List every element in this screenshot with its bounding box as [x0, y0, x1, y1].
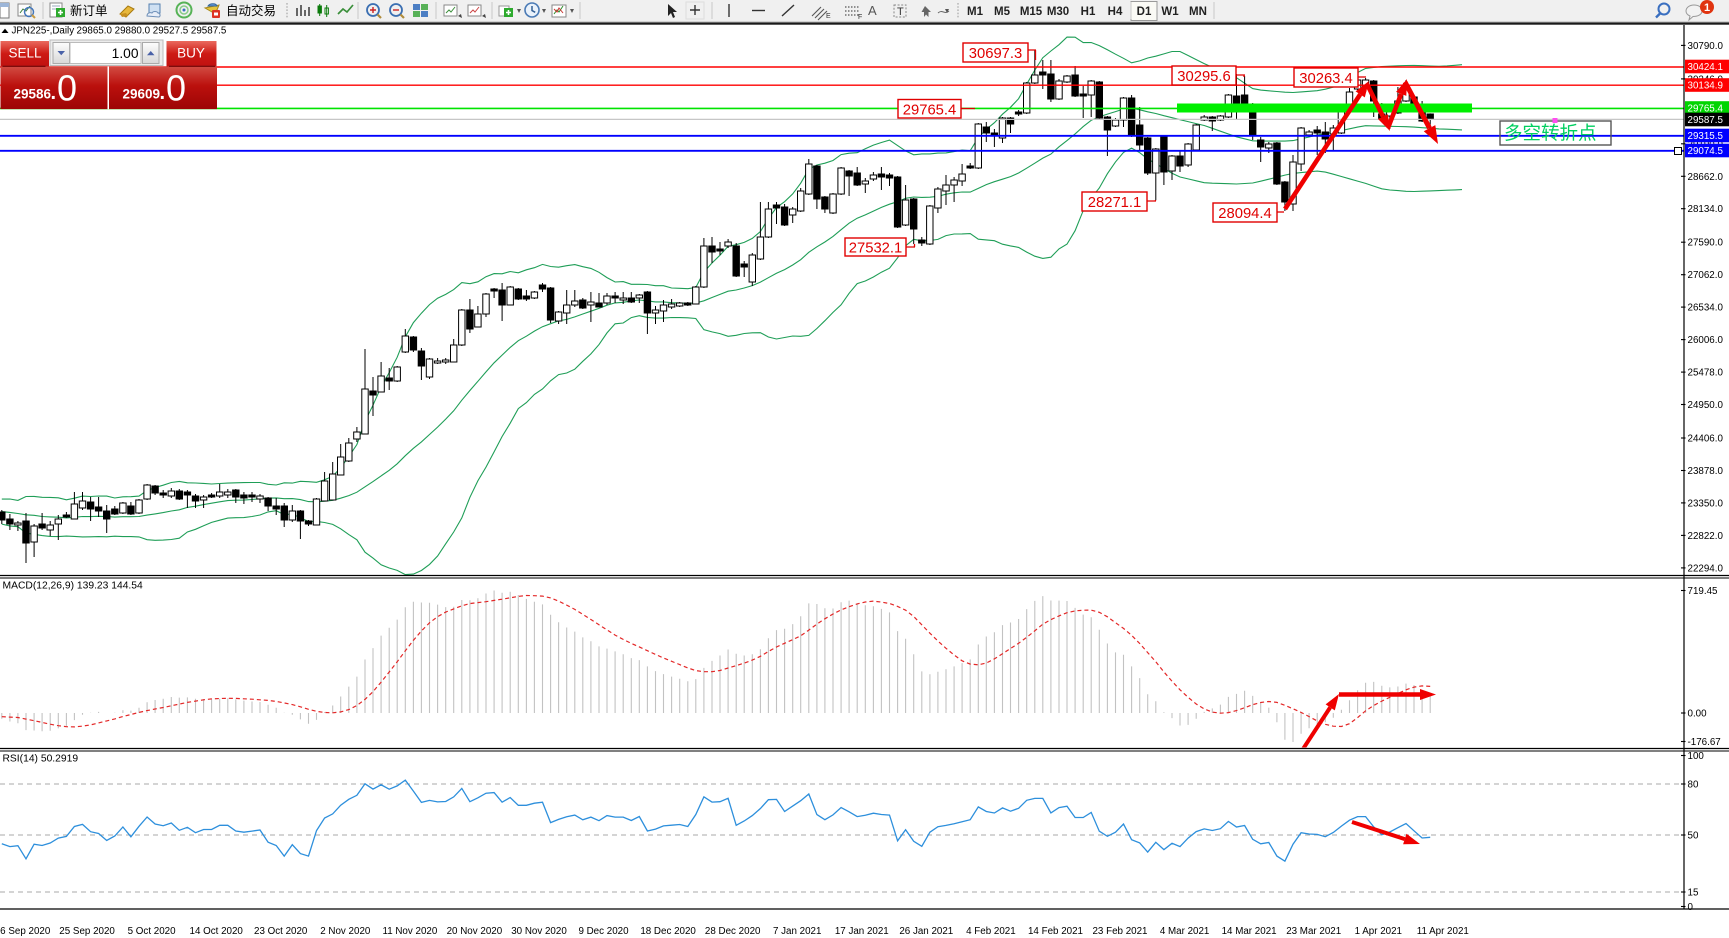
svg-text:0.00: 0.00 — [1688, 709, 1708, 720]
svg-text:25478.0: 25478.0 — [1688, 368, 1724, 379]
svg-text:29765.4: 29765.4 — [1688, 104, 1724, 115]
svg-text:25 Sep 2020: 25 Sep 2020 — [59, 926, 115, 937]
svg-text:H4: H4 — [1108, 6, 1123, 18]
svg-text:30424.1: 30424.1 — [1688, 62, 1723, 73]
svg-text:29865.0 29880.0 29527.5 29587.: 29865.0 29880.0 29527.5 29587.5 — [77, 26, 227, 37]
svg-text:14 Mar 2021: 14 Mar 2021 — [1222, 926, 1277, 937]
svg-text:30134.9: 30134.9 — [1688, 81, 1723, 92]
svg-text:M15: M15 — [1020, 6, 1043, 18]
svg-text:29074.5: 29074.5 — [1688, 146, 1724, 157]
svg-text:11 Nov 2020: 11 Nov 2020 — [382, 926, 437, 937]
svg-text:28094.4: 28094.4 — [1218, 206, 1272, 222]
svg-text:9 Dec 2020: 9 Dec 2020 — [578, 926, 629, 937]
svg-text:20 Nov 2020: 20 Nov 2020 — [447, 926, 503, 937]
svg-text:多空转折点: 多空转折点 — [1504, 123, 1597, 144]
svg-text:27532.1: 27532.1 — [849, 241, 903, 257]
svg-text:28271.1: 28271.1 — [1088, 195, 1142, 211]
svg-text:M5: M5 — [994, 6, 1011, 18]
svg-text:28134.0: 28134.0 — [1688, 204, 1724, 215]
svg-text:26534.0: 26534.0 — [1688, 303, 1724, 314]
svg-text:29765.4: 29765.4 — [903, 102, 957, 118]
svg-text:A: A — [868, 3, 877, 18]
svg-text:22822.0: 22822.0 — [1688, 531, 1724, 542]
svg-text:30295.6: 30295.6 — [1177, 69, 1231, 85]
svg-text:D1: D1 — [1137, 6, 1152, 18]
svg-text:7 Jan 2021: 7 Jan 2021 — [773, 926, 821, 937]
svg-text:30263.4: 30263.4 — [1299, 71, 1353, 87]
svg-text:15: 15 — [1688, 888, 1699, 899]
svg-text:23 Oct 2020: 23 Oct 2020 — [254, 926, 308, 937]
svg-text:E: E — [826, 13, 831, 20]
svg-text:17 Jan 2021: 17 Jan 2021 — [835, 926, 889, 937]
svg-text:新订单: 新订单 — [70, 3, 108, 18]
svg-text:0: 0 — [1688, 902, 1694, 913]
svg-text:11 Apr 2021: 11 Apr 2021 — [1417, 926, 1469, 937]
svg-text:23878.0: 23878.0 — [1688, 466, 1724, 477]
svg-text:14 Oct 2020: 14 Oct 2020 — [190, 926, 244, 937]
svg-text:RSI(14) 50.2919: RSI(14) 50.2919 — [3, 754, 79, 765]
svg-text:30 Nov 2020: 30 Nov 2020 — [511, 926, 567, 937]
svg-text:0: 0 — [166, 68, 186, 109]
svg-text:W1: W1 — [1161, 6, 1179, 18]
svg-text:29609: 29609 — [123, 87, 161, 102]
svg-text:4 Mar 2021: 4 Mar 2021 — [1160, 926, 1210, 937]
svg-text:100: 100 — [1688, 751, 1705, 762]
svg-text:-176.67: -176.67 — [1688, 737, 1721, 748]
svg-text:自动交易: 自动交易 — [226, 3, 276, 18]
svg-text:T: T — [897, 6, 904, 18]
svg-text:27590.0: 27590.0 — [1688, 238, 1724, 249]
svg-text:5 Oct 2020: 5 Oct 2020 — [128, 926, 176, 937]
svg-text:BUY: BUY — [177, 46, 205, 61]
svg-text:MACD(12,26,9) 139.23 144.54: MACD(12,26,9) 139.23 144.54 — [3, 581, 144, 592]
svg-text:SELL: SELL — [8, 46, 42, 61]
svg-text:27062.0: 27062.0 — [1688, 270, 1724, 281]
svg-text:MN: MN — [1189, 6, 1207, 18]
svg-text:23 Mar 2021: 23 Mar 2021 — [1286, 926, 1341, 937]
svg-text:23 Feb 2021: 23 Feb 2021 — [1092, 926, 1147, 937]
svg-text:2 Nov 2020: 2 Nov 2020 — [320, 926, 371, 937]
svg-text:4 Feb 2021: 4 Feb 2021 — [966, 926, 1016, 937]
svg-text:28 Dec 2020: 28 Dec 2020 — [705, 926, 761, 937]
svg-text:24950.0: 24950.0 — [1688, 400, 1724, 411]
svg-text:1.00: 1.00 — [112, 46, 139, 61]
svg-text:23350.0: 23350.0 — [1688, 498, 1724, 509]
svg-text:0: 0 — [57, 68, 77, 109]
svg-text:14 Feb 2021: 14 Feb 2021 — [1028, 926, 1083, 937]
svg-text:29587.5: 29587.5 — [1688, 115, 1724, 126]
svg-text:50: 50 — [1688, 831, 1699, 842]
svg-text:719.45: 719.45 — [1688, 586, 1719, 597]
svg-text:18 Dec 2020: 18 Dec 2020 — [640, 926, 696, 937]
svg-text:22294.0: 22294.0 — [1688, 563, 1724, 574]
svg-text:H1: H1 — [1081, 6, 1096, 18]
svg-text:M1: M1 — [967, 6, 984, 18]
svg-text:.: . — [51, 82, 57, 104]
svg-text:30790.0: 30790.0 — [1688, 41, 1724, 52]
svg-text:29315.5: 29315.5 — [1688, 131, 1724, 142]
svg-text:1 Apr 2021: 1 Apr 2021 — [1355, 926, 1402, 937]
svg-text:F: F — [858, 14, 862, 21]
svg-text:29586: 29586 — [14, 87, 52, 102]
svg-text:30697.3: 30697.3 — [969, 46, 1023, 62]
svg-text:JPN225-,Daily: JPN225-,Daily — [12, 26, 75, 37]
svg-text:80: 80 — [1688, 780, 1699, 791]
svg-text:16 Sep 2020: 16 Sep 2020 — [0, 926, 51, 937]
svg-text:24406.0: 24406.0 — [1688, 434, 1724, 445]
svg-text:26006.0: 26006.0 — [1688, 335, 1724, 346]
svg-text:1: 1 — [1704, 2, 1710, 14]
svg-text:28662.0: 28662.0 — [1688, 172, 1724, 183]
svg-text:26 Jan 2021: 26 Jan 2021 — [899, 926, 953, 937]
svg-text:.: . — [160, 82, 166, 104]
svg-text:M30: M30 — [1047, 6, 1069, 18]
